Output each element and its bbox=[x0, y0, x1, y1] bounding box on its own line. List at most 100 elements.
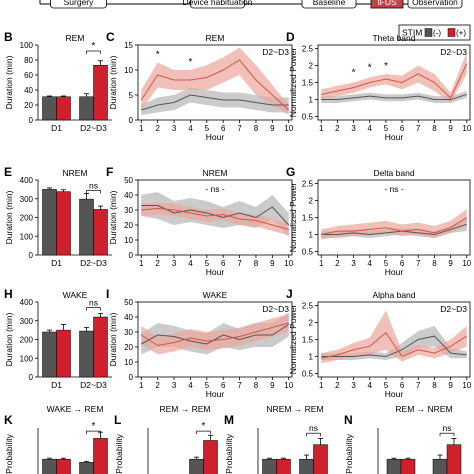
bar bbox=[446, 444, 462, 474]
x-tick-label: 3 bbox=[172, 124, 177, 133]
y-axis-label: Normalized Power bbox=[288, 48, 298, 118]
panel-title: WAKE → REM bbox=[47, 404, 104, 414]
legend-label: STIM bbox=[402, 28, 422, 38]
y-tick-label: 2 bbox=[309, 61, 314, 70]
x-tick-label: 1 bbox=[319, 124, 324, 133]
y-tick-label: 100 bbox=[20, 232, 34, 241]
bar bbox=[313, 444, 328, 474]
panel-K: K WAKE → REM Probability * bbox=[4, 404, 108, 474]
panel-E: E NREM Duration (min) 0 100 200 300 400 D1 D2~D3 n… bbox=[4, 165, 112, 268]
significance-label: ns bbox=[443, 423, 452, 433]
panel-title: NREM bbox=[202, 168, 227, 178]
x-tick-label: 5 bbox=[205, 124, 210, 133]
stage-label: Device habituation bbox=[183, 0, 253, 7]
x-tick-label: 10 bbox=[284, 259, 293, 268]
panel-letter: N bbox=[344, 413, 353, 427]
significance-star: * bbox=[156, 50, 160, 61]
x-tick-label: 4 bbox=[368, 259, 373, 268]
confidence-band bbox=[321, 51, 467, 103]
panel-title: REM bbox=[206, 33, 225, 43]
y-tick-label: 30 bbox=[124, 206, 133, 215]
y-axis-label: Duration (min) bbox=[4, 55, 14, 109]
x-tick-label: 8 bbox=[432, 124, 437, 133]
y-tick-label: 1.5 bbox=[302, 79, 314, 88]
confidence-band bbox=[321, 310, 467, 364]
significance-star: * bbox=[384, 61, 388, 72]
x-tick-label: 10 bbox=[462, 124, 471, 133]
panel-letter: H bbox=[4, 287, 13, 301]
y-tick-label: 0 bbox=[129, 373, 134, 382]
x-tick-label: 3 bbox=[351, 124, 356, 133]
x-tick-label: 3 bbox=[351, 259, 356, 268]
panel-L: L REM → REM Probability * bbox=[114, 404, 218, 474]
y-tick-label: 60 bbox=[24, 71, 33, 80]
y-tick-label: 200 bbox=[20, 336, 34, 345]
x-tick-label: 3 bbox=[351, 381, 356, 390]
series-line bbox=[321, 331, 468, 359]
bar bbox=[276, 458, 291, 474]
period-tag: D2~D3 bbox=[262, 304, 289, 314]
confidence-band bbox=[141, 314, 289, 355]
x-tick-label: D2~D3 bbox=[80, 258, 107, 268]
x-tick-label: 8 bbox=[254, 381, 259, 390]
panel-letter: J bbox=[286, 287, 293, 301]
x-axis-label: Hour bbox=[206, 267, 225, 277]
y-axis-label: Duration (min) bbox=[108, 190, 118, 244]
x-tick-label: 6 bbox=[221, 259, 226, 268]
y-tick-label: 300 bbox=[20, 195, 34, 204]
x-tick-label: 5 bbox=[205, 259, 210, 268]
panel-letter: G bbox=[286, 165, 295, 179]
stage-label: tFUS bbox=[377, 0, 397, 7]
x-tick-label: 3 bbox=[172, 381, 177, 390]
x-tick-label: 5 bbox=[384, 381, 389, 390]
series-line bbox=[140, 59, 290, 111]
significance-label: ns bbox=[89, 180, 98, 190]
y-tick-label: 0.5 bbox=[302, 370, 314, 379]
y-tick-label: 0.5 bbox=[302, 248, 314, 257]
panel-N: N REM → NREM Probability ns bbox=[344, 404, 462, 474]
y-axis-label: Duration (min) bbox=[108, 55, 118, 109]
panel-I: I WAKE Duration (min) Hour 0 10 20 30 40 50 1 2 3 4 5 6… bbox=[106, 287, 294, 399]
x-tick-label: 9 bbox=[448, 259, 453, 268]
x-tick-label: 8 bbox=[432, 259, 437, 268]
x-tick-label: 10 bbox=[284, 381, 293, 390]
y-tick-label: 40 bbox=[24, 86, 33, 95]
y-axis-label: Probability bbox=[344, 433, 354, 473]
panel-letter: B bbox=[4, 30, 13, 44]
panel-title: NREM bbox=[62, 168, 87, 178]
bar bbox=[432, 458, 448, 474]
plot-frame bbox=[137, 179, 293, 256]
stage-box bbox=[407, 0, 463, 9]
y-axis-label: Probability bbox=[4, 433, 14, 473]
ns-label: - ns - bbox=[384, 184, 404, 194]
timeline: Surgery Device habituation Baseline tFUS Obs… bbox=[39, 0, 463, 9]
legend-item-label: (-) bbox=[433, 29, 441, 38]
y-axis-label: Normalized Power bbox=[288, 305, 298, 375]
y-tick-label: 20 bbox=[24, 101, 33, 110]
bar bbox=[386, 458, 402, 474]
panel-title: REM bbox=[66, 33, 85, 43]
x-axis-label: Hour bbox=[385, 389, 404, 399]
panel-title: WAKE bbox=[203, 290, 228, 300]
y-tick-label: 50 bbox=[124, 176, 133, 185]
x-tick-label: 2 bbox=[155, 259, 160, 268]
bar bbox=[56, 96, 71, 121]
x-tick-label: 7 bbox=[416, 259, 421, 268]
y-tick-label: 50 bbox=[124, 298, 133, 307]
x-tick-label: D1 bbox=[51, 380, 62, 390]
bar bbox=[93, 438, 108, 474]
panel-C: C REM Duration (min) Hour 0 5 10 15 1 2 3 4 5 6 7 8 9 10 D… bbox=[106, 30, 294, 142]
bar bbox=[42, 331, 57, 378]
y-tick-label: 20 bbox=[124, 221, 133, 230]
y-tick-label: 0.5 bbox=[302, 113, 314, 122]
x-tick-label: D2~D3 bbox=[80, 123, 107, 133]
panel-letter: C bbox=[106, 30, 115, 44]
series-line bbox=[321, 335, 467, 358]
x-tick-label: 7 bbox=[416, 124, 421, 133]
x-tick-label: 4 bbox=[368, 124, 373, 133]
x-tick-label: 9 bbox=[270, 124, 275, 133]
significance-star: * bbox=[352, 68, 356, 79]
stage-label: Observation bbox=[412, 0, 458, 7]
confidence-band bbox=[321, 91, 467, 103]
